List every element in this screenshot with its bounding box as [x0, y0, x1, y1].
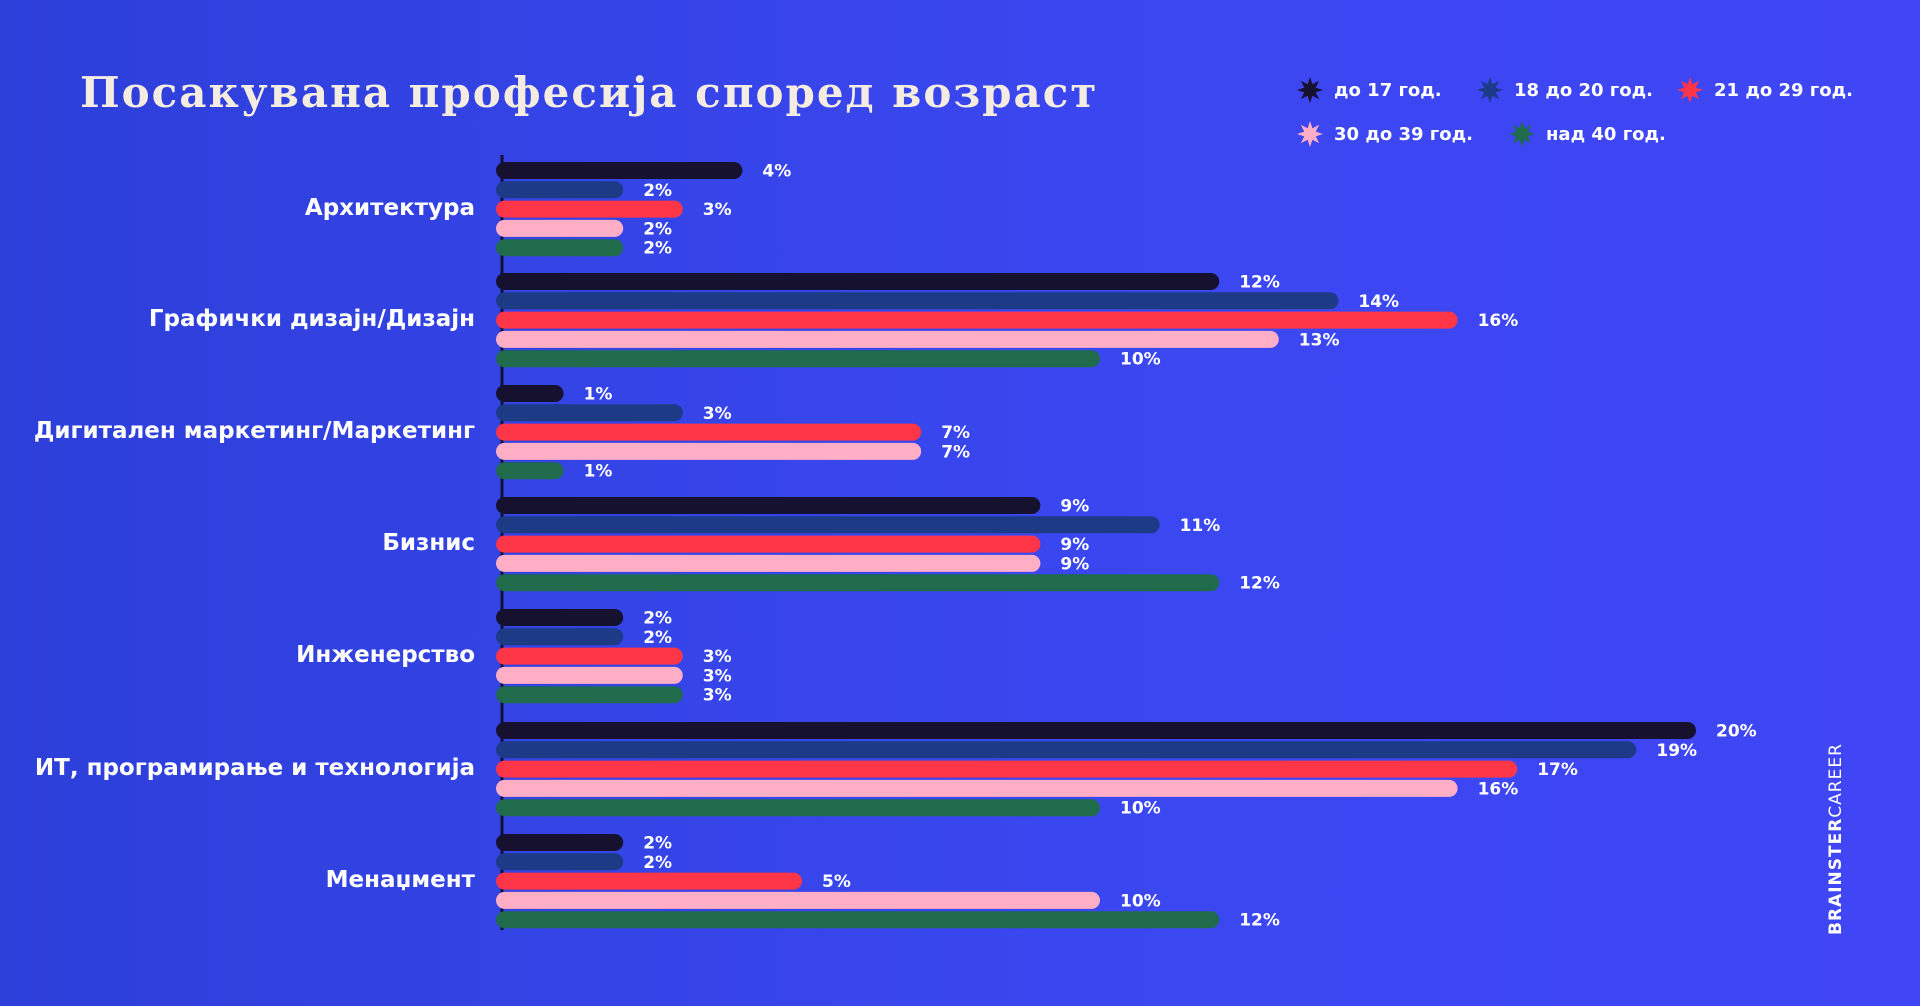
bar	[496, 516, 1160, 534]
bar	[496, 574, 1220, 592]
bar-value-label: 1%	[584, 462, 613, 482]
bar-value-label: 3%	[703, 647, 732, 667]
category-label: Архитектура	[304, 194, 475, 221]
bar	[496, 385, 564, 402]
legend-star-icon	[1297, 77, 1323, 103]
bar	[496, 628, 624, 646]
bar-value-label: 2%	[643, 181, 672, 201]
bar-value-label: 19%	[1656, 741, 1697, 761]
bar-value-label: 2%	[643, 834, 672, 854]
bar	[496, 181, 624, 199]
legend-star-icon	[1297, 121, 1323, 147]
bar-value-label: 3%	[703, 686, 732, 706]
bar	[496, 442, 922, 460]
bar	[496, 219, 624, 237]
bar	[496, 350, 1100, 368]
bar-value-label: 2%	[643, 219, 672, 239]
bar-value-label: 2%	[643, 853, 672, 873]
bar-value-label: 9%	[1060, 497, 1089, 517]
bar	[496, 647, 683, 665]
category-label: ИТ, програмирање и технологија	[34, 754, 475, 781]
bar-value-label: 3%	[703, 404, 732, 424]
bar-value-label: 10%	[1120, 891, 1161, 911]
category-label: Бизнис	[382, 529, 475, 556]
legend-label: до 17 год.	[1334, 79, 1442, 101]
bar	[496, 911, 1220, 929]
bar	[496, 497, 1041, 514]
bar	[496, 609, 624, 626]
bar-value-label: 16%	[1478, 779, 1519, 799]
bar	[496, 686, 683, 704]
brand-light: CAREER	[1826, 743, 1846, 818]
chart-title: Посакувана професија според возраст	[80, 68, 1099, 117]
bar	[496, 760, 1518, 778]
legend: до 17 год. 18 до 20 год. 21 до 29 год. 3…	[1296, 76, 1896, 156]
bar-value-label: 16%	[1478, 311, 1519, 331]
bar	[496, 722, 1696, 739]
bar-value-label: 3%	[703, 200, 732, 220]
bar	[496, 423, 922, 441]
bar-value-label: 10%	[1120, 350, 1161, 370]
bar-value-label: 3%	[703, 666, 732, 686]
legend-label: над 40 год.	[1546, 123, 1666, 145]
legend-item-under-17: до 17 год.	[1296, 76, 1442, 104]
bar-value-label: 9%	[1060, 535, 1089, 555]
bar-value-label: 17%	[1537, 760, 1578, 780]
legend-item-18-20: 18 до 20 год.	[1476, 76, 1653, 104]
bar	[496, 311, 1458, 329]
bar-value-label: 13%	[1299, 330, 1340, 350]
bar-value-label: 5%	[822, 872, 851, 892]
bar	[496, 239, 624, 257]
bar	[496, 330, 1279, 348]
category-label: Дигитален маркетинг/Маркетинг	[33, 417, 475, 444]
bar-value-label: 14%	[1358, 292, 1399, 312]
legend-label: 18 до 20 год.	[1514, 79, 1653, 101]
legend-star-icon	[1509, 121, 1535, 147]
legend-item-over-40: над 40 год.	[1508, 120, 1666, 148]
bar-value-label: 12%	[1239, 911, 1280, 931]
bar	[496, 666, 683, 684]
bar-value-label: 7%	[941, 442, 970, 462]
bar	[496, 741, 1637, 759]
bar	[496, 554, 1041, 572]
bar-value-label: 4%	[762, 162, 791, 182]
bar	[496, 891, 1100, 909]
legend-item-21-29: 21 до 29 год.	[1676, 76, 1853, 104]
bar	[496, 834, 624, 851]
bar-value-label: 11%	[1180, 516, 1221, 536]
bar	[496, 462, 564, 480]
bar	[496, 872, 802, 890]
legend-label: 30 до 39 год.	[1334, 123, 1473, 145]
legend-label: 21 до 29 год.	[1714, 79, 1853, 101]
bar	[496, 535, 1041, 553]
bar	[496, 162, 743, 179]
bar-value-label: 9%	[1060, 554, 1089, 574]
category-label: Менаџмент	[325, 866, 475, 893]
bar	[496, 292, 1339, 310]
legend-item-30-39: 30 до 39 год.	[1296, 120, 1473, 148]
category-label: Инженерство	[296, 641, 475, 668]
bar-value-label: 12%	[1239, 273, 1280, 293]
bar-value-label: 2%	[643, 609, 672, 629]
bar-value-label: 10%	[1120, 799, 1161, 819]
bar-value-label: 12%	[1239, 574, 1280, 594]
legend-star-icon	[1477, 77, 1503, 103]
bar-value-label: 1%	[584, 385, 613, 405]
bar	[496, 404, 683, 422]
legend-star-icon	[1677, 77, 1703, 103]
bar	[496, 799, 1100, 817]
bar-value-label: 7%	[941, 423, 970, 443]
bar-value-label: 2%	[643, 239, 672, 259]
bar-value-label: 20%	[1716, 722, 1757, 742]
brand-bold: BRAINSTER	[1826, 817, 1846, 935]
bar	[496, 853, 624, 871]
bar	[496, 779, 1458, 797]
bar	[496, 200, 683, 218]
category-label: Графички дизајн/Дизајн	[148, 305, 475, 332]
brand-logo: BRAINSTERCAREER	[1826, 743, 1846, 935]
bar-value-label: 2%	[643, 628, 672, 648]
bar	[496, 273, 1220, 290]
